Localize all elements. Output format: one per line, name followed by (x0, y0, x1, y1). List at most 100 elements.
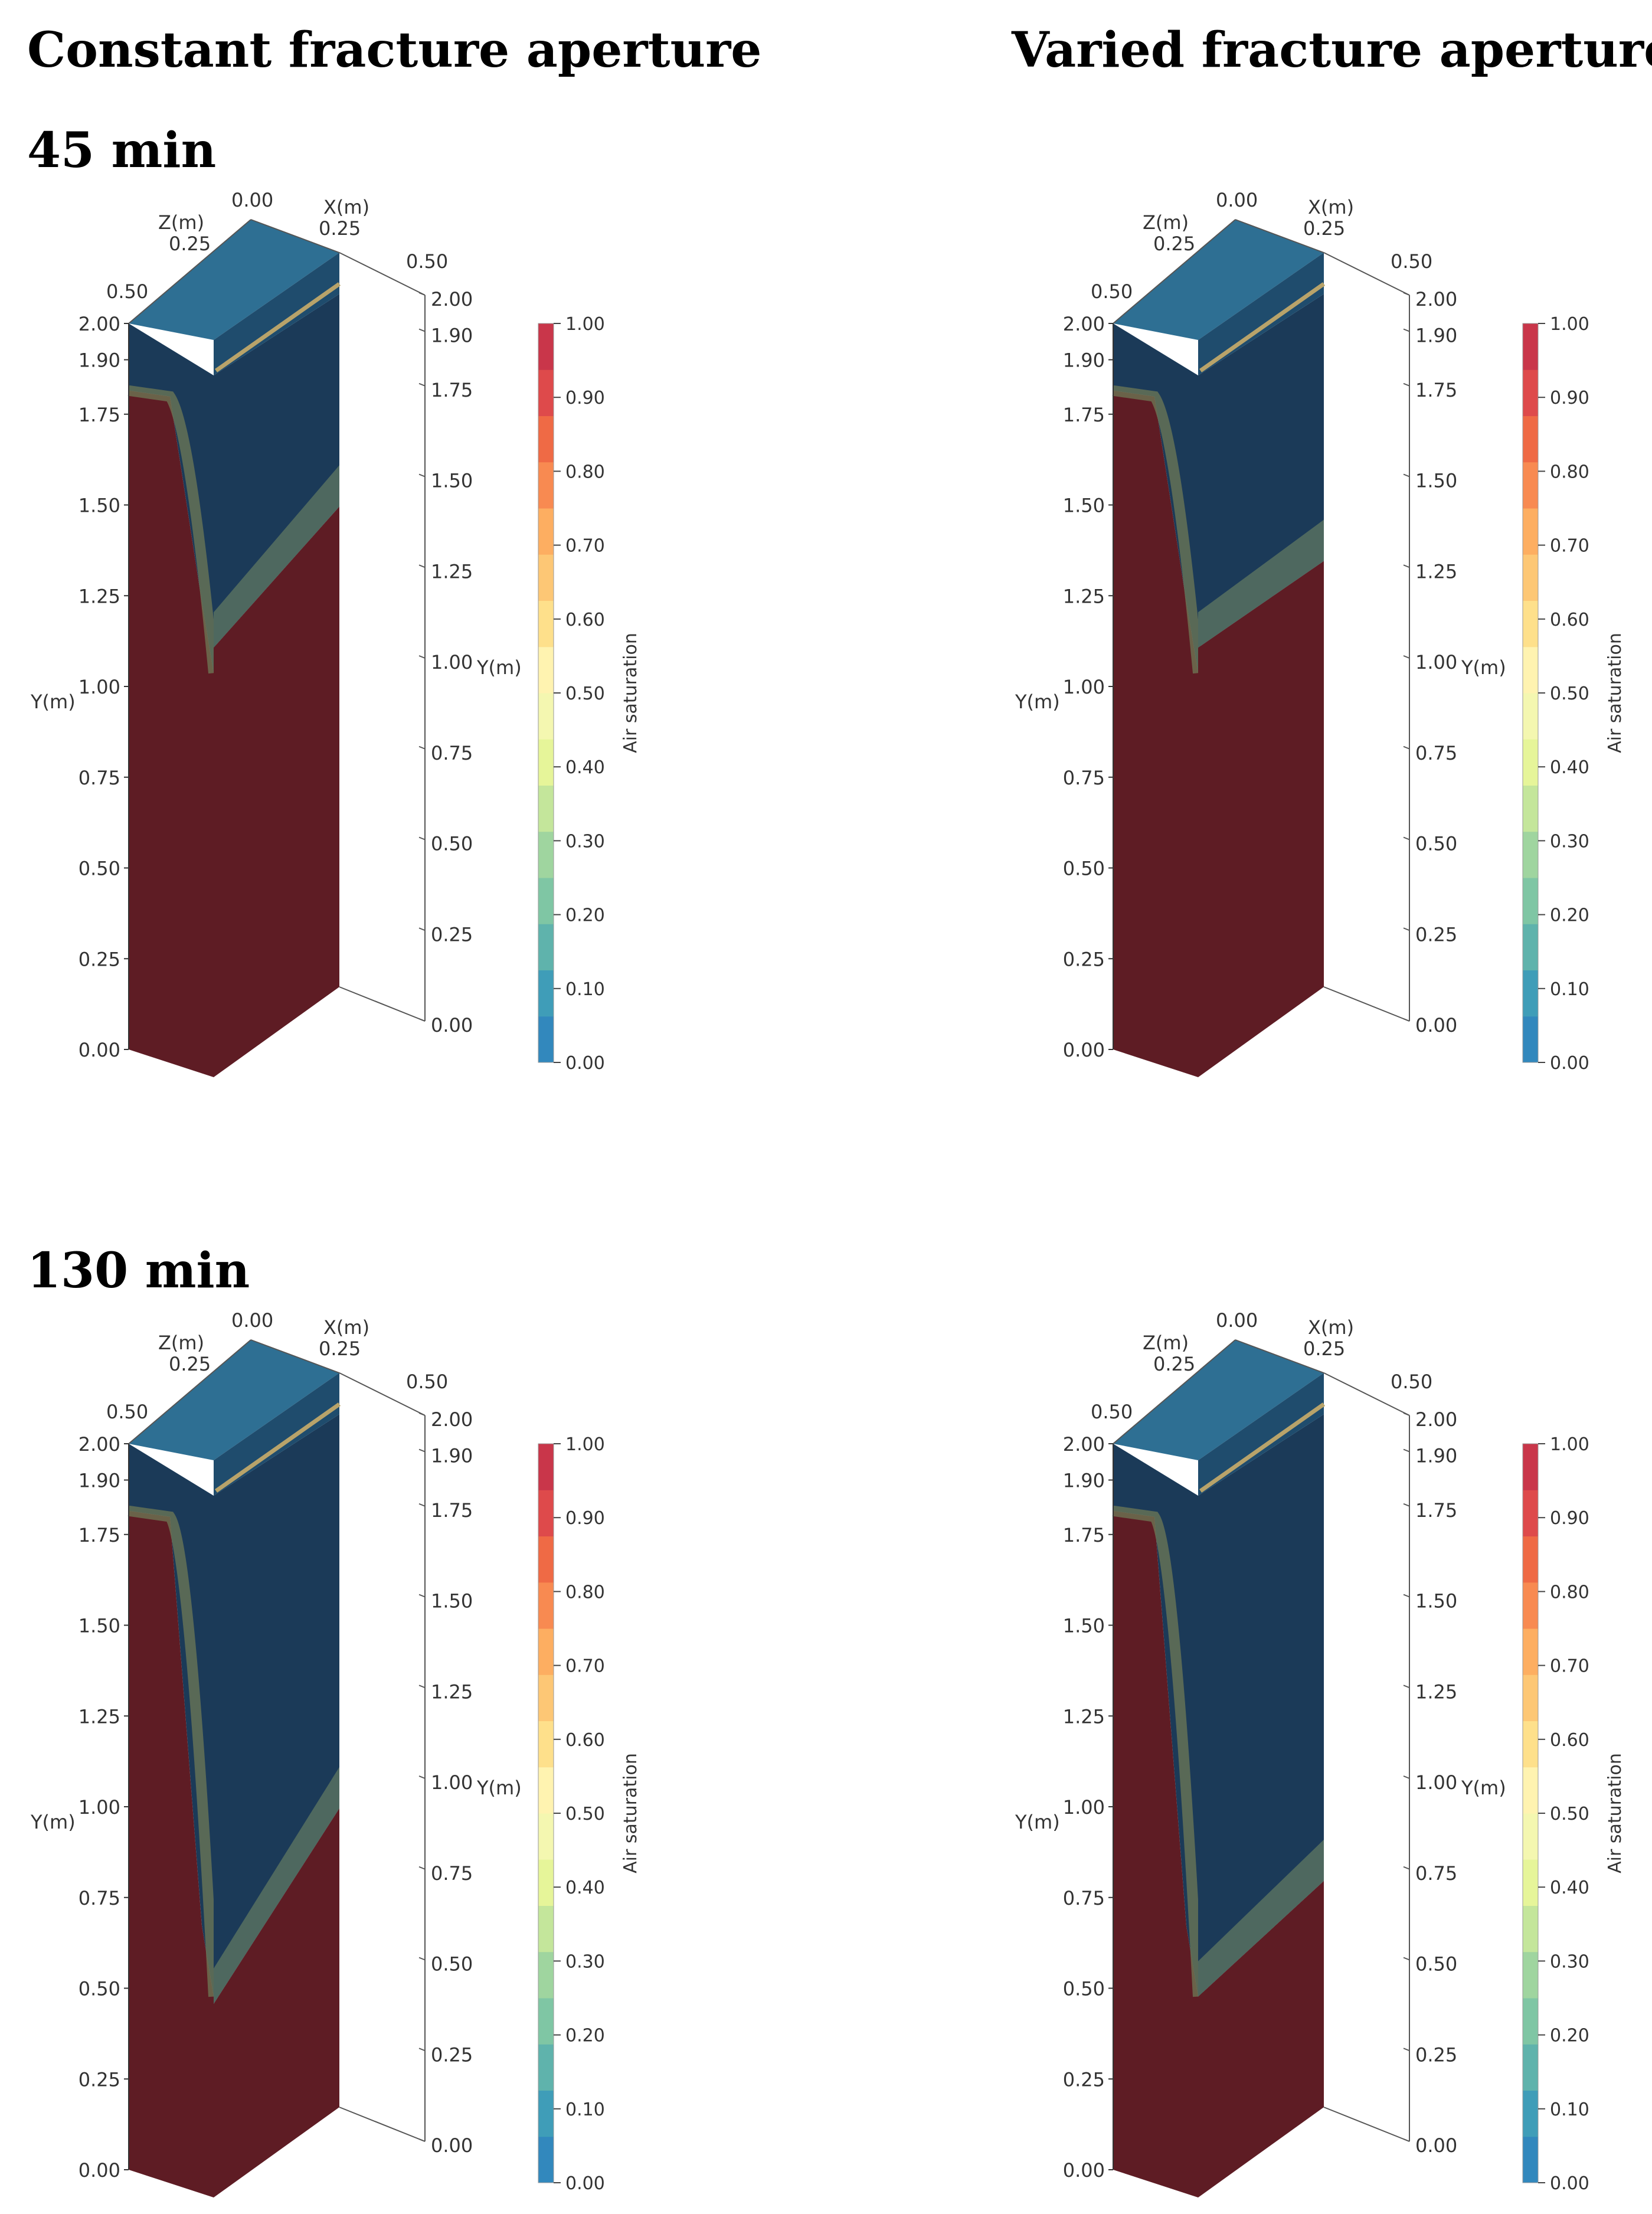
top-face (1113, 1340, 1324, 1460)
y-left-tick-label: 1.00 (1063, 676, 1105, 698)
z-axis-title: Z(m) (158, 211, 204, 234)
x-axis-line-ext (1323, 252, 1410, 296)
y-right-tick-mark (418, 1866, 426, 1870)
y-right-tick-label: 1.75 (1415, 379, 1457, 401)
front-face-wetting-front (1112, 1505, 1203, 1997)
y-right-tick-mark (1403, 655, 1410, 659)
side-face-wetting-front (214, 1767, 339, 2004)
colorbar-segment (1523, 2136, 1538, 2183)
y-right-tick-mark (1403, 292, 1410, 296)
colorbar-segment (538, 2090, 554, 2137)
heading-130-min: 130 min (27, 1242, 250, 1299)
x-tick-label: 0.25 (319, 217, 361, 240)
y-right-tick-mark (1403, 564, 1410, 568)
z-axis-line (1113, 1339, 1236, 1444)
y-right-tick-label: 2.00 (431, 288, 473, 310)
x-tick-label: 0.25 (319, 1337, 361, 1360)
colorbar-segment (1523, 1628, 1538, 1675)
y-left-tick-label: 0.00 (78, 1039, 120, 1061)
y-right-tick-label: 1.75 (1415, 1499, 1457, 1522)
colorbar-tick-label: 0.70 (565, 1656, 605, 1677)
y-right-tick-label: 1.25 (431, 1680, 473, 1703)
y-left-tick-label: 0.25 (1063, 2068, 1105, 2091)
colorbar-tick-label: 0.30 (1550, 831, 1589, 852)
y-left-tick-label: 1.50 (1063, 1615, 1105, 1637)
colorbar-tick-label: 1.00 (565, 1434, 605, 1455)
y-right-tick-mark (418, 927, 426, 931)
y-right-tick-label: 0.75 (431, 742, 473, 764)
y-right-tick-label: 1.75 (431, 1499, 473, 1522)
colorbar-segment (1523, 646, 1538, 694)
colorbar-tick-label: 1.00 (1550, 314, 1589, 335)
y-right-tick-mark (418, 1018, 426, 1022)
colorbar-segment (1523, 1905, 1538, 1953)
colorbar-segment (1523, 1444, 1538, 1490)
colorbar-tick-label: 0.60 (565, 610, 605, 630)
y-right-tick-mark (418, 655, 426, 659)
colorbar-segment (1523, 785, 1538, 832)
colorbar-tick-label: 0.60 (565, 1730, 605, 1751)
y-left-tick-label: 2.00 (78, 1433, 120, 1456)
colorbar-segment (1523, 1813, 1538, 1860)
y-right-tick-label: 0.75 (431, 1862, 473, 1885)
colorbar-segment (1523, 323, 1538, 370)
side-face-dry-region (1198, 1414, 1324, 1997)
heading-varied-aperture: Varied fracture aperture (1012, 22, 1652, 79)
y-right-tick-label: 1.50 (431, 470, 473, 492)
y-left-tick-label: 0.75 (78, 767, 120, 789)
y-left-tick-label: 0.50 (1063, 858, 1105, 880)
colorbar-tick-label: 0.80 (565, 1582, 605, 1603)
colorbar-segment (1523, 416, 1538, 463)
front-face-wetting-front (127, 1505, 219, 1997)
fracture-line (214, 282, 341, 372)
y-right-tick-label: 1.00 (1415, 651, 1457, 673)
fracture-line (214, 1402, 341, 1493)
y-right-tick-label: 1.90 (1415, 325, 1457, 347)
y-right-tick-mark (418, 1775, 426, 1779)
y-right-tick-mark (1403, 2048, 1410, 2052)
y-right-tick-mark (418, 2048, 426, 2052)
y-right-tick-mark (1403, 328, 1410, 332)
y-left-tick-label: 0.50 (78, 858, 120, 880)
colorbar-segment (1523, 1859, 1538, 1906)
colorbar-tick-label: 0.90 (565, 1508, 605, 1529)
y-left-tick-label: 0.25 (1063, 948, 1105, 970)
heading-constant-aperture: Constant fracture aperture (27, 22, 762, 79)
y-right-tick-mark (418, 1594, 426, 1598)
bottom-axis-line (1323, 986, 1410, 1022)
y-left-tick-label: 1.75 (78, 404, 120, 426)
y-left-tick-label: 1.90 (78, 349, 120, 372)
colorbar-tick-label: 0.40 (565, 1878, 605, 1898)
y-right-tick-label: 0.25 (431, 923, 473, 946)
y-right-tick-label: 0.25 (1415, 923, 1457, 946)
fracture-line (1199, 282, 1326, 372)
y-right-tick-mark (418, 564, 426, 568)
y-left-tick-label: 1.25 (1063, 1705, 1105, 1728)
colorbar-tick-label: 0.50 (1550, 1804, 1589, 1824)
y-left-tick-label: 1.90 (1063, 1470, 1105, 1492)
colorbar-tick-label: 0.60 (1550, 610, 1589, 630)
colorbar-segment (1523, 924, 1538, 970)
y-right-tick-mark (1403, 1448, 1410, 1453)
colorbar-tick-label: 0.20 (1550, 905, 1589, 926)
colorbar-tick-label: 0.90 (1550, 388, 1589, 408)
colorbar-title: Air saturation (1605, 633, 1625, 753)
front-face-wetting-front (1112, 385, 1203, 674)
colorbar-segment (1523, 1582, 1538, 1629)
z-tick-label: 0.50 (106, 280, 148, 303)
colorbar-tick-label: 0.80 (1550, 1582, 1589, 1603)
y-right-tick-mark (1403, 1685, 1410, 1689)
y-right-tick-label: 1.50 (1415, 1590, 1457, 1613)
x-axis-line-ext (339, 252, 426, 296)
colorbar-tick-label: 0.10 (1550, 2099, 1589, 2120)
y-right-tick-mark (1403, 382, 1410, 387)
z-tick-label: 0.50 (1091, 1401, 1133, 1423)
z-axis-title: Z(m) (1143, 1332, 1189, 1354)
y-right-tick-label: 0.50 (431, 833, 473, 855)
colorbar-segment (538, 1628, 554, 1675)
colorbar-segment (538, 1444, 554, 1490)
colorbar-tick-label: 0.10 (565, 979, 605, 1000)
bottom-axis-line (1323, 2107, 1410, 2142)
colorbar-tick-label: 0.90 (565, 388, 605, 408)
colorbar-segment (1523, 1721, 1538, 1768)
